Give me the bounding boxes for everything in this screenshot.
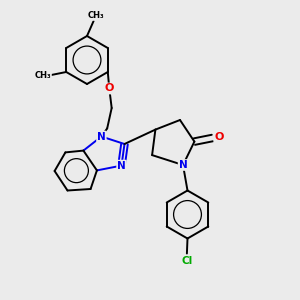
Text: Cl: Cl xyxy=(181,256,193,266)
Text: N: N xyxy=(178,160,188,170)
Text: O: O xyxy=(214,131,224,142)
Text: CH₃: CH₃ xyxy=(88,11,104,20)
Text: CH₃: CH₃ xyxy=(34,70,51,80)
Text: N: N xyxy=(97,131,106,142)
Text: N: N xyxy=(117,160,126,171)
Text: O: O xyxy=(105,83,114,94)
